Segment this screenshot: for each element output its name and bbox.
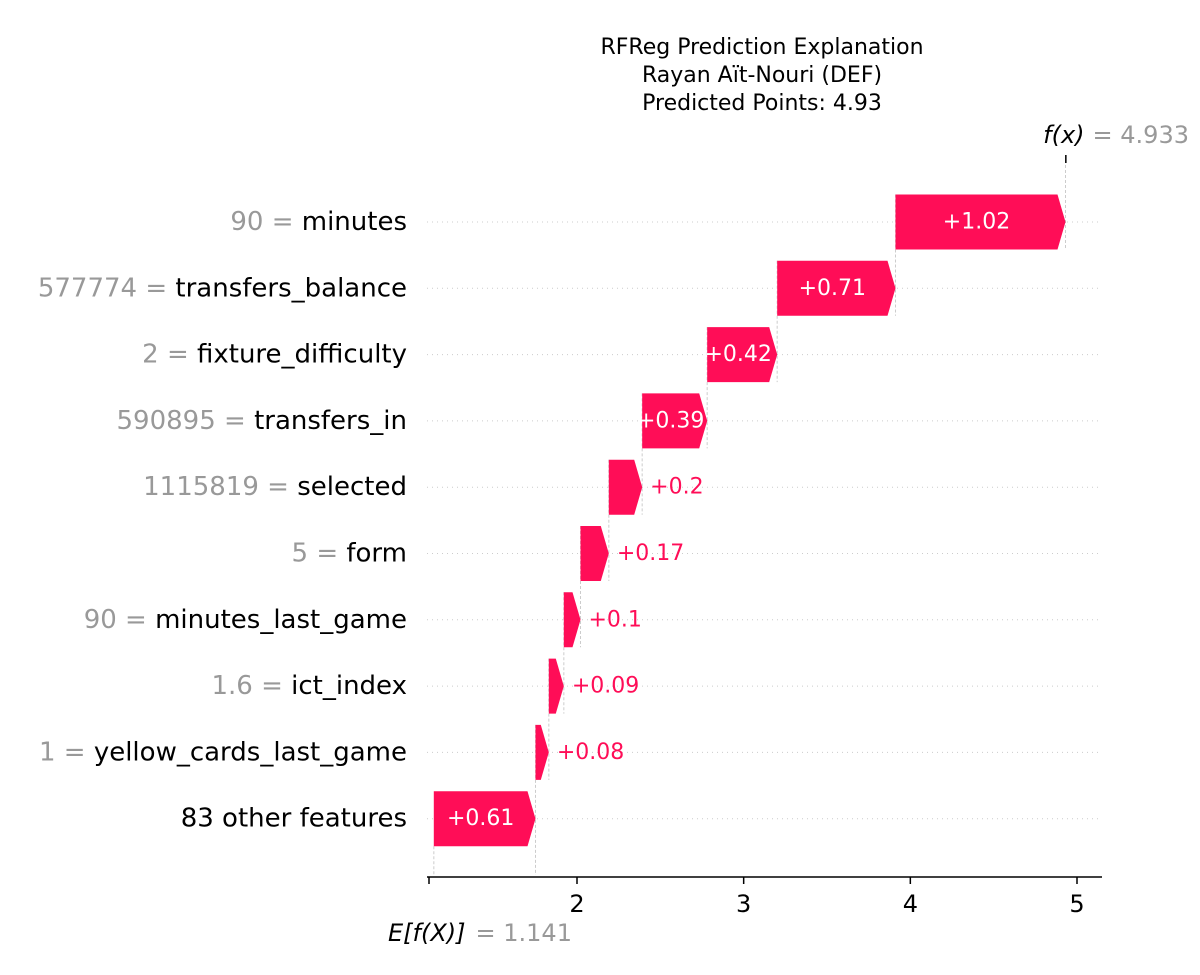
feature-name: yellow_cards_last_game (94, 737, 407, 767)
bar-value-label: +0.2 (650, 475, 703, 500)
fx-annotation-text: f(x) = 4.933 (1043, 121, 1189, 149)
feature-value: 1 = (39, 737, 94, 767)
x-tick-label: 4 (903, 890, 918, 918)
waterfall-bar (642, 393, 708, 449)
feature-name: minutes (302, 207, 407, 237)
feature-label: 5 = form (292, 539, 407, 569)
bar-value-label: +0.17 (617, 541, 684, 566)
feature-name: transfers_in (254, 406, 407, 436)
feature-label: 1115819 = selected (143, 472, 407, 502)
feature-label: 1 = yellow_cards_last_game (39, 737, 407, 767)
bar-value-label: +1.02 (943, 210, 1010, 235)
feature-name: minutes_last_game (155, 605, 407, 635)
x-tick-label: 2 (569, 890, 584, 918)
guide-lines (427, 155, 1102, 875)
feature-name: 83 other features (181, 804, 407, 834)
feature-name: ict_index (291, 671, 407, 701)
bar-value-label: +0.08 (557, 740, 624, 765)
waterfall-bar (707, 327, 778, 383)
waterfall-bar (580, 526, 609, 581)
bar-value-label: +0.39 (637, 408, 704, 433)
bar-value-label: +0.42 (704, 342, 771, 367)
fx-annotation: f(x) = 4.933 (1043, 121, 1189, 149)
bar-value-label: +0.1 (589, 607, 642, 632)
feature-label: 90 = minutes_last_game (84, 605, 407, 635)
feature-name: fixture_difficulty (197, 340, 407, 370)
feature-label: 577774 = transfers_balance (38, 273, 407, 303)
feature-value: 1.6 = (211, 671, 291, 701)
waterfall-bar (608, 459, 643, 515)
feature-name: transfers_balance (175, 273, 407, 303)
chart-title: RFReg Prediction Explanation Rayan Aït-N… (600, 35, 923, 116)
feature-labels: 90 = minutes 577774 = transfers_balance 2 … (38, 207, 407, 834)
feature-label: 1.6 = ict_index (211, 671, 407, 701)
ex-label: E[f(X)] (388, 919, 466, 947)
fx-label: f(x) (1043, 121, 1084, 149)
ex-annotation-text: E[f(X)] = 1.141 (388, 919, 572, 947)
feature-value: 90 = (230, 207, 301, 237)
bar-value-label: +0.71 (799, 276, 866, 301)
waterfall-bar (548, 658, 564, 714)
bar-value-label: +0.09 (572, 674, 639, 699)
feature-label: 2 = fixture_difficulty (142, 340, 407, 370)
waterfall-bar (563, 592, 581, 648)
x-tick-label: 5 (1069, 890, 1084, 918)
waterfall-bar (433, 791, 536, 847)
feature-value: 5 = (292, 539, 347, 569)
feature-value: 590895 = (116, 406, 254, 436)
waterfall-bar (777, 260, 896, 316)
feature-value: 2 = (142, 340, 197, 370)
bars-group: +1.02 +0.71 +0.42 +0.39 +0.2 +0.17 +0.1 +0.09 +0… (433, 194, 1066, 847)
feature-value: 577774 = (38, 273, 176, 303)
ex-annotation: E[f(X)] = 1.141 (388, 919, 572, 947)
title-line-3: Predicted Points: 4.93 (642, 91, 882, 116)
title-line-1: RFReg Prediction Explanation (600, 35, 923, 60)
feature-value: 1115819 = (143, 472, 297, 502)
title-line-2: Rayan Aït-Nouri (DEF) (642, 63, 882, 88)
feature-label: 83 other features (181, 804, 407, 834)
bar-value-label: +0.61 (447, 806, 514, 831)
feature-value: 90 = (84, 605, 155, 635)
x-tick-label: 3 (736, 890, 751, 918)
x-axis: 2 3 4 5 (427, 876, 1102, 918)
feature-name: form (346, 539, 407, 569)
fx-value: = 4.933 (1093, 121, 1189, 149)
feature-label: 590895 = transfers_in (116, 406, 407, 436)
waterfall-bar (895, 194, 1066, 250)
waterfall-bar (535, 724, 549, 780)
feature-label: 90 = minutes (230, 207, 407, 237)
feature-name: selected (297, 472, 407, 502)
ex-value: = 1.141 (476, 919, 572, 947)
